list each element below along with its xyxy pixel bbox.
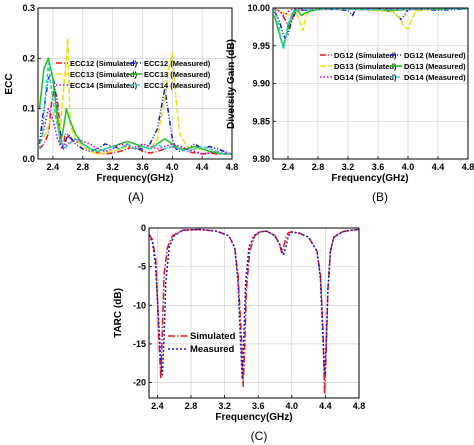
panel-b-ytick-label: 9.95 (252, 41, 270, 51)
panel-c-xtick-label: 2.4 (151, 401, 164, 411)
panel-b-ytick-label: 10.00 (247, 3, 270, 13)
panel-a-xtick-label: 4.0 (166, 162, 179, 172)
series-line-ecc13-simulated (38, 37, 232, 155)
legend-label: ECC12 (Simulated) (70, 59, 138, 68)
legend-label: DG13 (Simulated) (334, 62, 397, 71)
panel-c-xtick-label: 3.6 (252, 401, 265, 411)
panel-a-xtick-label: 3.2 (106, 162, 119, 172)
panel-c-xtick-label: 4.8 (353, 401, 366, 411)
legend-label: DG13 (Measured) (404, 62, 466, 71)
panel-c-xtick-label: 4.0 (286, 401, 299, 411)
panel-c-ytick-label: 0 (141, 223, 146, 233)
panel-b-xtick-label: 2.8 (312, 162, 325, 172)
legend-label: Measured (190, 344, 235, 355)
panel-b-xtick-label: 3.2 (342, 162, 355, 172)
panel-c-xtick-label: 3.2 (218, 401, 231, 411)
panel-a-series-lines (38, 37, 232, 155)
panel-a-legend: ECC12 (Simulated) ECC12 (Measured) ECC13 (… (56, 59, 211, 90)
legend-label: DG14 (Simulated) (334, 73, 397, 82)
panel-b: 2.4 2.8 3.2 3.6 4.0 4.4 4.8 9.80 9.85 9.90 9.95 10.… (226, 3, 474, 204)
legend-label: DG14 (Measured) (404, 73, 466, 82)
legend-label: ECC13 (Measured) (144, 70, 211, 79)
panel-b-xtick-label: 4.8 (462, 162, 474, 172)
panel-c-series-lines (149, 228, 359, 395)
panel-a-xtick-label: 2.8 (77, 162, 90, 172)
panel-a-ylabel: ECC (4, 73, 15, 94)
panel-c-ylabel: TARC (dB) (113, 288, 124, 338)
series-line-dg12-measured (273, 8, 468, 39)
panel-c-ytick-label: -20 (133, 378, 146, 388)
panel-a-ytick-label: 0.1 (22, 104, 35, 114)
panel-b-ytick-label: 9.85 (252, 116, 270, 126)
panel-b-legend: DG12 (Simulated) DG12 (Measured) DG13 (Sim… (320, 51, 466, 82)
panel-a-ytick-label: 0.3 (22, 3, 35, 13)
panel-c-xlabel: Frequency(GHz) (215, 412, 292, 423)
panel-a-xtick-label: 3.6 (136, 162, 149, 172)
legend-label: Simulated (190, 331, 236, 342)
panel-c-frame (148, 227, 360, 399)
panel-c-caption: (C) (251, 429, 268, 443)
panel-c-ytick-label: -5 (138, 262, 146, 272)
panel-b-series-lines (273, 8, 468, 51)
panel-c-legend: Simulated Measured (168, 331, 236, 355)
legend-label: DG12 (Simulated) (334, 51, 397, 60)
panel-b-xtick-label: 4.0 (402, 162, 415, 172)
legend-label: ECC14 (Simulated) (70, 81, 138, 90)
panel-a-xtick-label: 2.4 (47, 162, 60, 172)
panel-a: 2.4 2.8 3.2 3.6 4.0 4.4 4.8 0.0 0.1 0.2 0.3 Freque… (4, 3, 238, 204)
series-line-ecc12-simulated (38, 87, 232, 155)
legend-label: ECC14 (Measured) (144, 81, 211, 90)
panel-b-ticks: 2.4 2.8 3.2 3.6 4.0 4.4 4.8 9.80 9.85 9.90 9.95 10.… (247, 3, 474, 172)
panel-c-xtick-label: 4.4 (319, 401, 332, 411)
legend-label: ECC13 (Simulated) (70, 70, 138, 79)
panel-a-xtick-label: 4.4 (196, 162, 209, 172)
series-line-dg13-measured (273, 8, 468, 47)
panel-c: 2.4 2.8 3.2 3.6 4.0 4.4 4.8 0 -5 -10 -15 -20 Freque… (113, 223, 365, 443)
panel-a-xlabel: Frequency(GHz) (96, 173, 173, 184)
panel-b-ytick-label: 9.80 (252, 154, 270, 164)
panel-c-ytick-label: -10 (133, 300, 146, 310)
panel-b-xlabel: Frequency(GHz) (331, 173, 408, 184)
series-line-ecc14-measured (38, 62, 232, 155)
panel-a-ytick-label: 0.2 (22, 53, 35, 63)
panel-c-xtick-label: 2.8 (185, 401, 198, 411)
panel-b-ylabel: Diversity Gain (dB) (226, 39, 237, 129)
series-line-dg13-simulated (274, 8, 468, 32)
panel-b-xtick-label: 4.4 (432, 162, 445, 172)
panel-b-xtick-label: 2.4 (282, 162, 295, 172)
series-line-measured (149, 228, 359, 380)
legend-label: DG12 (Measured) (404, 51, 466, 60)
panel-c-ticks: 2.4 2.8 3.2 3.6 4.0 4.4 4.8 0 -5 -10 -15 -20 (133, 223, 365, 411)
panel-a-xtick-label: 4.8 (226, 162, 239, 172)
panel-a-ytick-label: 0.0 (22, 154, 35, 164)
panel-c-ytick-label: -15 (133, 339, 146, 349)
panel-a-ticks: 2.4 2.8 3.2 3.6 4.0 4.4 4.8 0.0 0.1 0.2 0.3 (22, 3, 238, 172)
panel-b-xtick-label: 3.6 (372, 162, 385, 172)
series-line-simulated (149, 228, 359, 395)
panel-a-frame (37, 7, 233, 160)
legend-label: ECC12 (Measured) (144, 59, 211, 68)
panel-a-caption: (A) (128, 190, 144, 204)
panel-b-ytick-label: 9.90 (252, 79, 270, 89)
series-line-ecc14-simulated (38, 107, 232, 155)
panel-b-caption: (B) (372, 190, 388, 204)
